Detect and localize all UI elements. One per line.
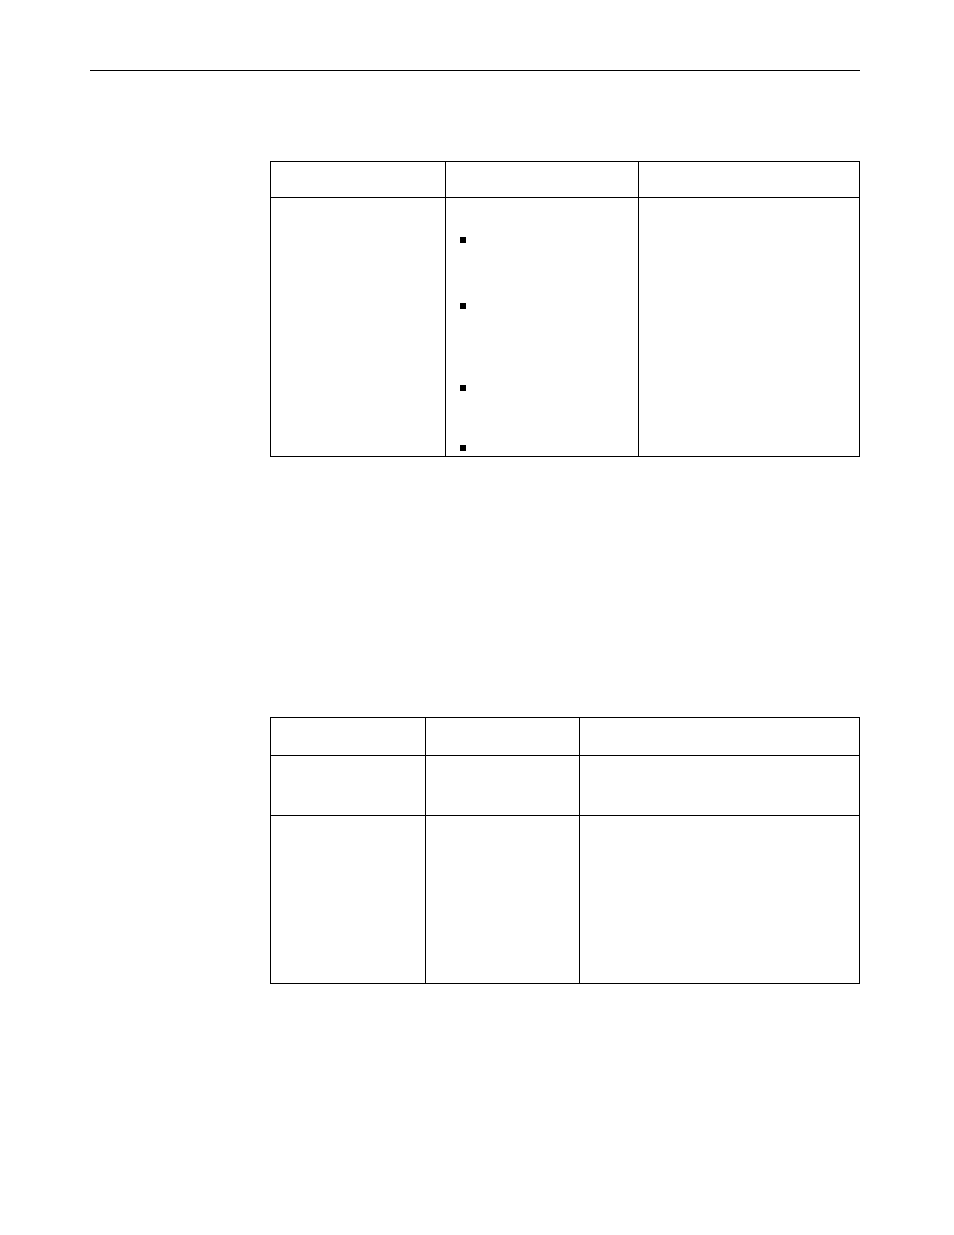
table-cell <box>425 816 580 984</box>
table-cell <box>580 718 860 756</box>
table-cell <box>580 756 860 816</box>
table-cell <box>271 756 426 816</box>
table-cell <box>639 162 860 198</box>
header-rule <box>90 70 860 71</box>
table-cell <box>445 162 639 198</box>
table-cell <box>425 718 580 756</box>
bullet-icon <box>460 380 639 396</box>
bullet-icon <box>460 298 639 314</box>
table-cell <box>425 756 580 816</box>
bullet-icon <box>460 232 639 248</box>
table-cell <box>271 198 446 457</box>
bullet-list <box>446 232 639 456</box>
table-row <box>271 198 860 457</box>
table-row <box>271 162 860 198</box>
table-cell <box>271 816 426 984</box>
table-2 <box>270 717 860 984</box>
table-cell <box>580 816 860 984</box>
table-cell-bullets <box>445 198 639 457</box>
bullet-icon <box>460 440 639 456</box>
table-cell <box>639 198 860 457</box>
table-row <box>271 756 860 816</box>
table-1 <box>270 161 860 457</box>
page-content <box>90 40 860 984</box>
table-cell <box>271 718 426 756</box>
table-cell <box>271 162 446 198</box>
table-row <box>271 816 860 984</box>
table-row <box>271 718 860 756</box>
